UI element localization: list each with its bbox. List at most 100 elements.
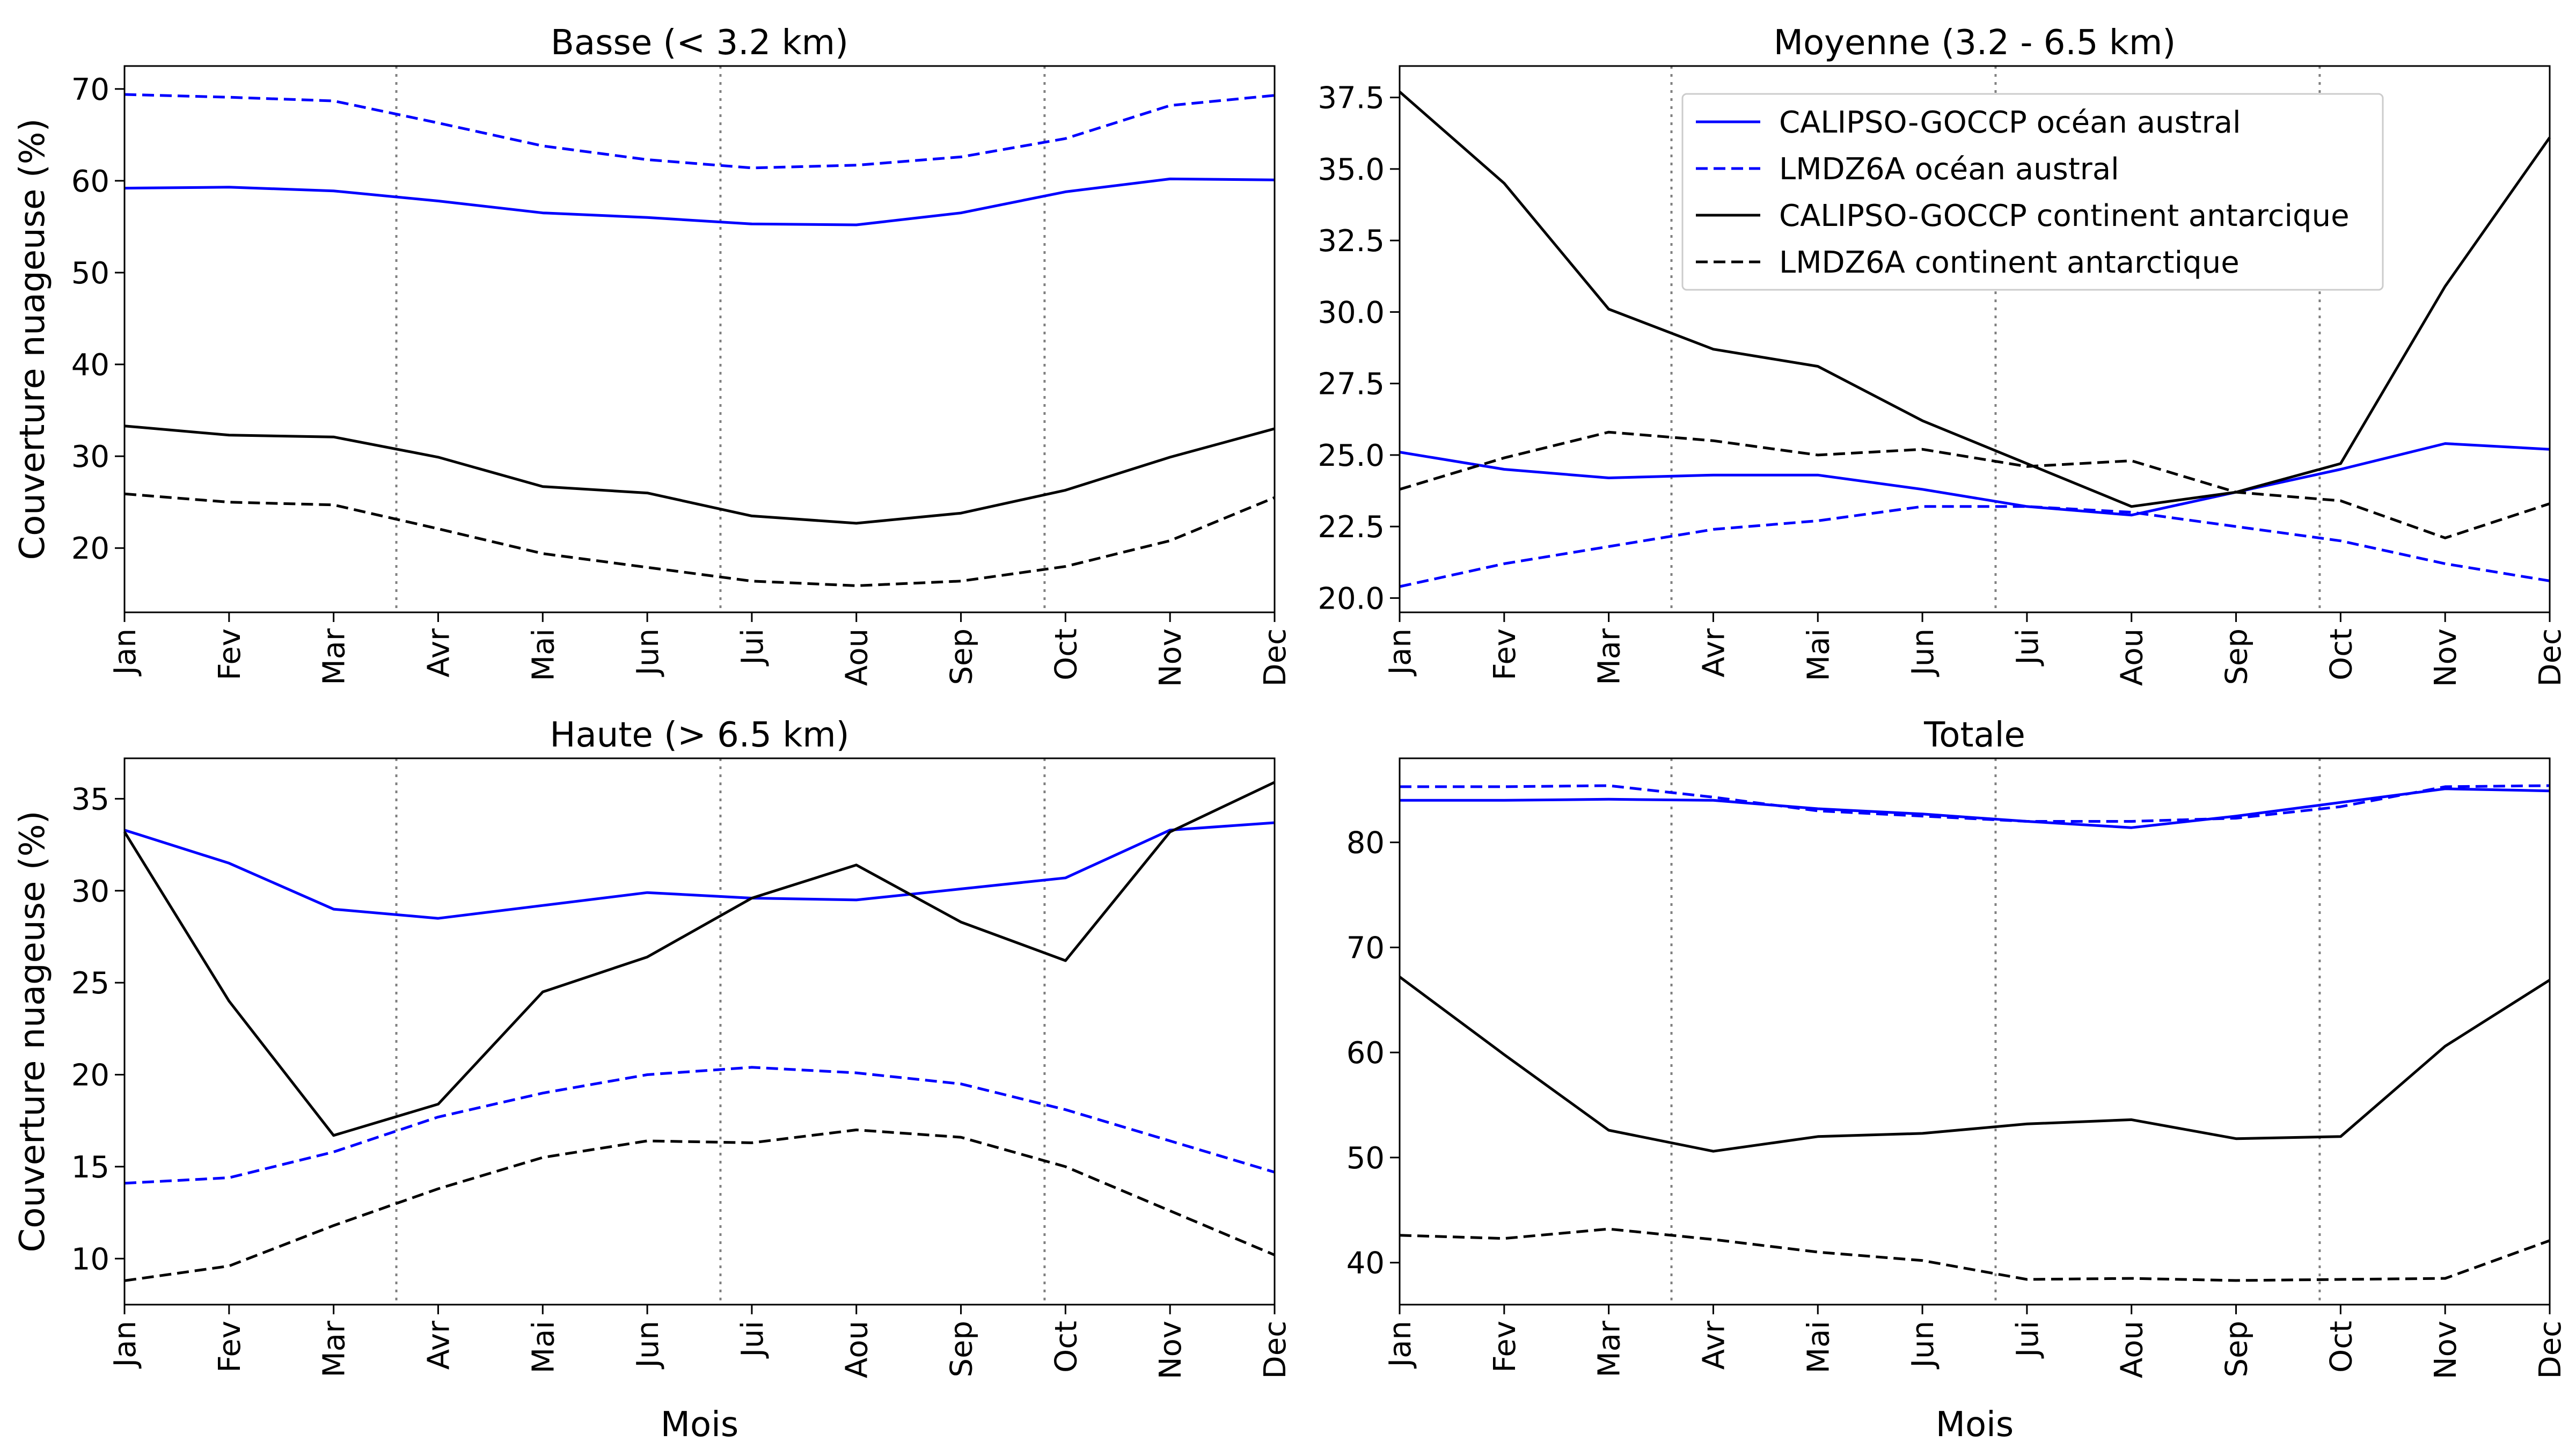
y-tick-label: 40 bbox=[1346, 1246, 1385, 1281]
panel-title: Haute (> 6.5 km) bbox=[550, 715, 849, 755]
y-tick-label: 10 bbox=[71, 1242, 109, 1277]
y-tick-label: 25.0 bbox=[1318, 438, 1385, 473]
series-line bbox=[1399, 505, 2550, 588]
legend-box bbox=[1681, 93, 2384, 291]
x-axis-label: Mois bbox=[661, 1405, 739, 1445]
x-tick-label: Jan bbox=[1383, 1321, 1418, 1368]
series-line bbox=[124, 821, 1275, 920]
season-lines bbox=[395, 66, 1046, 612]
y-axis-label: Couverture nuageuse (%) bbox=[13, 811, 53, 1253]
y-ticks: 20.0 22.5 25.0 27.5 30.0 32.5 35.0 37.5 bbox=[1318, 81, 1400, 616]
x-tick-label: Mai bbox=[526, 1321, 561, 1373]
x-tick-label: Jan bbox=[108, 1321, 143, 1368]
x-tick-label: Mar bbox=[1592, 1320, 1627, 1378]
x-tick-label: Avr bbox=[421, 1320, 456, 1370]
x-tick-label: Avr bbox=[1696, 1320, 1731, 1370]
panel-title: Totale bbox=[1923, 715, 2025, 755]
x-tick-label: Jui bbox=[735, 1321, 770, 1359]
series-lines bbox=[1399, 784, 2551, 1282]
panel-totale: 40 50 60 70 80 Jan Fev Mar Avr Mai Jun Jui Aou Sep Oc… bbox=[1346, 715, 2568, 1445]
y-ticks: 10 15 20 25 30 35 bbox=[71, 782, 125, 1277]
y-tick-label: 20.0 bbox=[1318, 581, 1385, 616]
panel-title: Moyenne (3.2 - 6.5 km) bbox=[1774, 23, 2176, 63]
x-tick-label: Mai bbox=[526, 628, 561, 681]
y-tick-label: 35.0 bbox=[1318, 152, 1385, 187]
x-tick-label: Oct bbox=[2324, 1321, 2359, 1373]
y-tick-label: 40 bbox=[71, 348, 109, 383]
x-tick-label: Aou bbox=[2115, 628, 2150, 686]
panel-haute: 10 15 20 25 30 35 Jan Fev Mar Avr Mai Jun Jui Aou Sep… bbox=[13, 715, 1293, 1445]
panel-title: Basse (< 3.2 km) bbox=[551, 23, 848, 63]
x-tick-label: Sep bbox=[945, 1321, 979, 1378]
x-tick-label: Mar bbox=[317, 1320, 352, 1378]
x-tick-label: Fev bbox=[213, 1321, 247, 1373]
series-lines bbox=[1399, 91, 2551, 588]
legend-label: CALIPSO-GOCCP océan austral bbox=[1779, 105, 2241, 140]
x-tick-label: Jui bbox=[2010, 1321, 2045, 1359]
x-tick-label: Nov bbox=[1153, 628, 1188, 687]
series-line bbox=[1399, 1227, 2550, 1282]
x-tick-label: Mar bbox=[1592, 628, 1627, 685]
x-tick-label: Mai bbox=[1801, 1321, 1836, 1373]
x-tick-label: Sep bbox=[2220, 1321, 2255, 1378]
y-tick-label: 20 bbox=[71, 531, 109, 566]
y-ticks: 20 30 40 50 60 70 bbox=[71, 72, 125, 566]
series-lines bbox=[123, 781, 1276, 1282]
y-tick-label: 70 bbox=[1346, 931, 1385, 965]
y-tick-label: 80 bbox=[1346, 826, 1385, 861]
x-tick-label: Dec bbox=[2533, 628, 2568, 686]
x-tick-label: Sep bbox=[945, 628, 979, 685]
x-tick-label: Jui bbox=[2010, 628, 2045, 667]
y-tick-label: 50 bbox=[71, 256, 109, 291]
y-tick-label: 30.0 bbox=[1318, 295, 1385, 330]
series-line bbox=[124, 177, 1275, 226]
series-line bbox=[1399, 976, 2551, 1153]
y-tick-label: 60 bbox=[1346, 1036, 1385, 1071]
x-tick-label: Mar bbox=[317, 628, 352, 685]
y-tick-label: 25 bbox=[71, 966, 109, 1001]
x-tick-label: Nov bbox=[2428, 1321, 2463, 1379]
y-tick-label: 37.5 bbox=[1318, 81, 1385, 116]
x-tick-label: Nov bbox=[2428, 628, 2463, 687]
season-lines bbox=[1670, 758, 2321, 1305]
plot-frame bbox=[1399, 757, 2551, 1306]
series-line bbox=[124, 492, 1275, 587]
series-line bbox=[124, 93, 1275, 170]
legend: CALIPSO-GOCCP océan austral LMDZ6A océan … bbox=[1681, 93, 2384, 291]
plot-frame bbox=[1399, 65, 2551, 613]
x-tick-label: Fev bbox=[1488, 628, 1523, 680]
y-tick-label: 70 bbox=[71, 72, 109, 107]
legend-items: CALIPSO-GOCCP océan austral LMDZ6A océan … bbox=[1696, 105, 2350, 280]
x-tick-label: Jun bbox=[1906, 628, 1941, 677]
x-tick-label: Jan bbox=[108, 628, 143, 676]
series-lines bbox=[124, 93, 1275, 587]
season-lines bbox=[395, 758, 1046, 1305]
x-tick-label: Oct bbox=[1049, 1321, 1084, 1373]
series-line bbox=[123, 781, 1276, 1137]
x-tick-label: Avr bbox=[421, 628, 456, 677]
panel-basse: 20 30 40 50 60 70 Jan Fev Mar Avr Mai Jun Jui Aou Sep… bbox=[13, 23, 1293, 687]
x-tick-label: Nov bbox=[1153, 1321, 1188, 1379]
y-tick-label: 32.5 bbox=[1318, 224, 1385, 259]
x-tick-label: Oct bbox=[2324, 628, 2359, 680]
series-line bbox=[124, 1066, 1275, 1185]
series-line bbox=[1399, 442, 2550, 517]
x-tick-label: Dec bbox=[1258, 1321, 1293, 1379]
x-tick-label: Jan bbox=[1383, 628, 1418, 676]
x-tick-label: Sep bbox=[2220, 628, 2255, 685]
legend-label: CALIPSO-GOCCP continent antarcique bbox=[1779, 199, 2350, 233]
x-ticks: Jan Fev Mar Avr Mai Jun Jui Aou Sep Oct Nov Dec bbox=[108, 612, 1293, 687]
x-axis-label: Mois bbox=[1936, 1405, 2014, 1445]
legend-label: LMDZ6A continent antarctique bbox=[1779, 245, 2240, 280]
series-line bbox=[124, 425, 1275, 525]
legend-label: LMDZ6A océan austral bbox=[1779, 152, 2119, 187]
plot-frame bbox=[123, 757, 1276, 1306]
panel-moyenne: 20.0 22.5 25.0 27.5 30.0 32.5 35.0 37.5 Jan Fev M… bbox=[1318, 23, 2568, 687]
y-tick-label: 20 bbox=[71, 1058, 109, 1093]
x-tick-label: Mai bbox=[1801, 628, 1836, 681]
y-tick-label: 30 bbox=[71, 874, 109, 909]
x-tick-label: Aou bbox=[840, 628, 875, 686]
series-line bbox=[1400, 784, 2550, 823]
x-ticks: Jan Fev Mar Avr Mai Jun Jui Aou Sep Oct Nov Dec bbox=[108, 1305, 1293, 1379]
y-tick-label: 15 bbox=[71, 1150, 109, 1185]
